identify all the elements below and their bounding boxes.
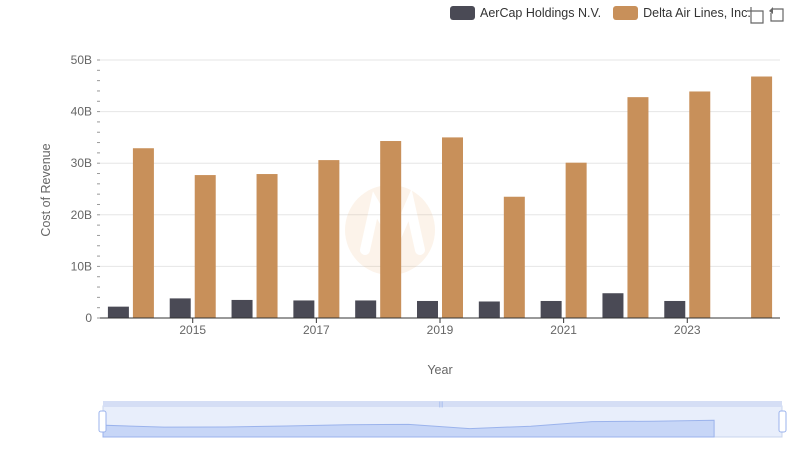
y-axis-title: Cost of Revenue <box>39 143 53 236</box>
datazoom-handle-left[interactable] <box>98 410 107 433</box>
bar-aercap-2023[interactable] <box>664 300 686 318</box>
legend-swatch-aercap <box>450 6 475 20</box>
restore-icon[interactable] <box>768 6 786 24</box>
bar-aercap-2021[interactable] <box>540 300 562 318</box>
bar-aercap-2016[interactable] <box>231 299 253 318</box>
datazoom-grip-icon[interactable]: ||| <box>439 402 444 408</box>
datazoom-preview-area <box>102 419 715 438</box>
bar-delta-2024[interactable] <box>751 76 773 319</box>
bar-delta-2019[interactable] <box>442 137 463 318</box>
x-axis-title: Year <box>427 363 452 377</box>
y-tick-label: 20B <box>71 208 92 222</box>
bar-delta-2017[interactable] <box>318 160 340 318</box>
legend-item-delta[interactable]: Delta Air Lines, Inc. <box>613 6 751 20</box>
legend-label-delta: Delta Air Lines, Inc. <box>643 6 751 20</box>
legend-swatch-delta <box>613 6 639 20</box>
datazoom-slider[interactable]: ||| <box>98 401 787 438</box>
x-ticks: 2015 2017 2019 2021 2023 <box>179 318 701 337</box>
toolbox <box>746 6 790 24</box>
bar-aercap-2022[interactable] <box>602 293 624 318</box>
x-tick-label: 2019 <box>427 323 454 337</box>
y-tick-label: 30B <box>71 156 92 170</box>
y-tick-label: 50B <box>71 53 92 67</box>
y-tick-label: 0 <box>85 311 92 325</box>
bar-delta-2018[interactable] <box>380 141 402 318</box>
legend: AerCap Holdings N.V. Delta Air Lines, In… <box>450 4 763 22</box>
bar-aercap-2020[interactable] <box>478 301 500 318</box>
bar-aercap-2018[interactable] <box>355 300 377 318</box>
bar-aercap-2017[interactable] <box>293 300 315 318</box>
y-ticks: 0 10B 20B 30B 40B 50B <box>71 53 100 325</box>
bar-delta-2023[interactable] <box>689 91 711 318</box>
bar-aercap-2019[interactable] <box>417 300 438 318</box>
bars-layer <box>107 76 773 319</box>
bar-delta-2020[interactable] <box>503 196 525 318</box>
bar-delta-2021[interactable] <box>565 162 587 318</box>
y-tick-label: 10B <box>71 259 92 273</box>
x-tick-label: 2023 <box>674 323 701 337</box>
datazoom-top-bar[interactable] <box>103 401 782 407</box>
legend-item-aercap[interactable]: AerCap Holdings N.V. <box>450 6 601 20</box>
legend-label-aercap: AerCap Holdings N.V. <box>480 6 602 20</box>
datazoom-handle-right[interactable] <box>778 410 787 433</box>
bar-delta-2015[interactable] <box>194 175 216 318</box>
x-tick-label: 2017 <box>303 323 330 337</box>
bar-aercap-2015[interactable] <box>169 298 191 318</box>
bar-aercap-2014[interactable] <box>107 306 129 318</box>
x-tick-label: 2021 <box>550 323 577 337</box>
bar-delta-2016[interactable] <box>256 174 278 318</box>
bar-delta-2014[interactable] <box>132 148 154 318</box>
bar-delta-2022[interactable] <box>627 97 649 318</box>
zoom-select-icon[interactable] <box>746 6 764 24</box>
y-tick-label: 40B <box>71 105 92 119</box>
x-tick-label: 2015 <box>179 323 206 337</box>
